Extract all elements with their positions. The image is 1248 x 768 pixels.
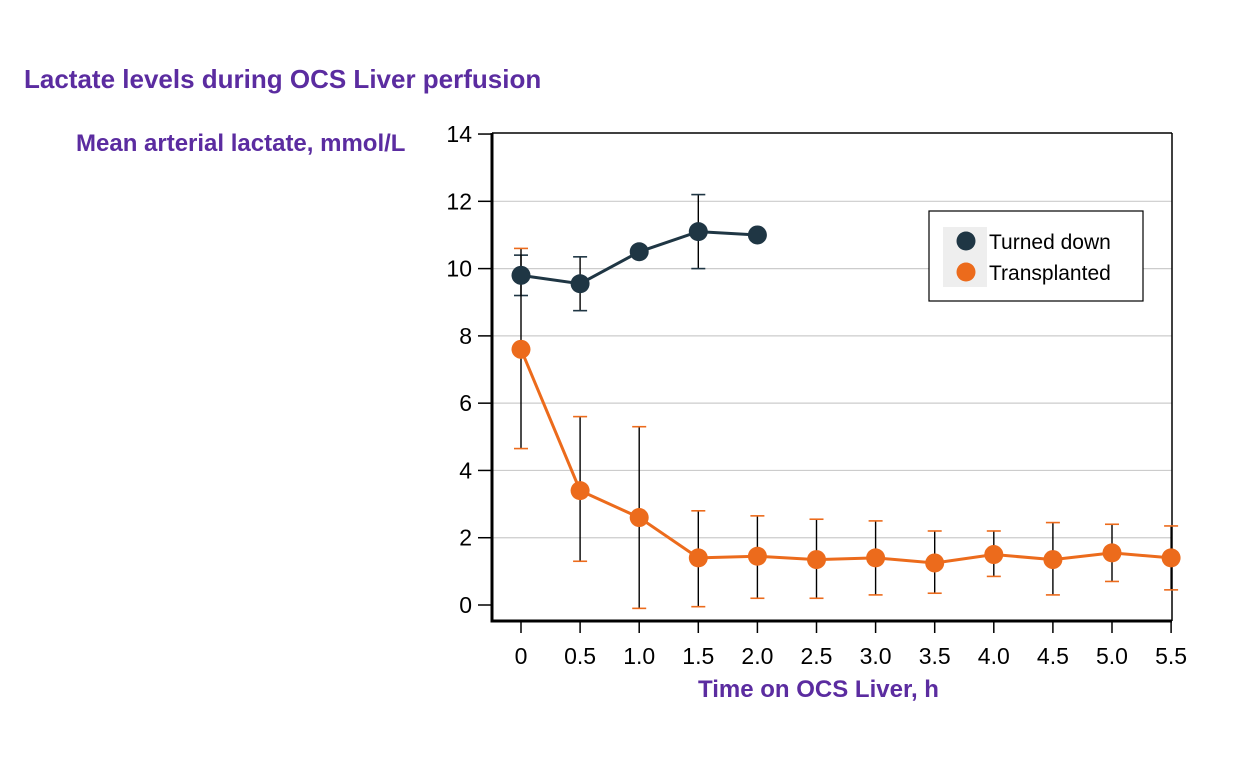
data-point (570, 481, 590, 501)
data-point (807, 550, 826, 570)
data-point (688, 548, 708, 568)
data-point (747, 225, 767, 245)
chart-title: Lactate levels during OCS Liver perfusio… (24, 64, 542, 94)
x-tick-label: 5.5 (1155, 643, 1187, 669)
x-tick-label: 4.5 (1037, 643, 1069, 669)
x-tick-label: 1.5 (682, 643, 714, 669)
data-point (511, 265, 531, 285)
y-tick-label: 6 (459, 390, 472, 416)
x-tick-label: 1.0 (623, 643, 655, 669)
x-tick-label: 2.5 (801, 643, 833, 669)
data-point (629, 508, 649, 528)
data-point (866, 548, 886, 568)
y-tick-label: 8 (459, 323, 472, 349)
series-line (519, 348, 1172, 565)
x-tick-label: 3.0 (860, 643, 892, 669)
data-point (984, 545, 1004, 565)
y-tick-label: 0 (459, 592, 472, 618)
y-tick-label: 2 (459, 525, 472, 551)
data-point (747, 546, 767, 566)
x-tick-label: 2.0 (741, 643, 773, 669)
x-tick-label: 5.0 (1096, 643, 1128, 669)
y-tick-label: 12 (446, 188, 472, 214)
data-point (688, 222, 708, 242)
legend-marker (956, 262, 976, 282)
data-point (511, 339, 531, 359)
y-axis-title: Mean arterial lactate, mmol/L (76, 130, 406, 157)
x-tick-label: 4.0 (978, 643, 1010, 669)
y-tick-label: 14 (446, 121, 472, 147)
data-point (570, 274, 590, 294)
x-axis-title: Time on OCS Liver, h (698, 676, 939, 703)
data-point (1161, 548, 1181, 568)
data-point (629, 242, 649, 262)
data-point (925, 553, 945, 573)
y-tick-label: 4 (459, 457, 472, 483)
legend-label: Turned down (989, 231, 1111, 254)
x-tick-label: 3.5 (919, 643, 951, 669)
legend-marker (956, 231, 976, 251)
data-point (1102, 543, 1122, 563)
legend-label: Transplanted (989, 262, 1111, 285)
y-tick-label: 10 (446, 256, 472, 282)
x-tick-label: 0 (515, 643, 528, 669)
data-point (1043, 550, 1063, 570)
x-tick-label: 0.5 (564, 643, 596, 669)
